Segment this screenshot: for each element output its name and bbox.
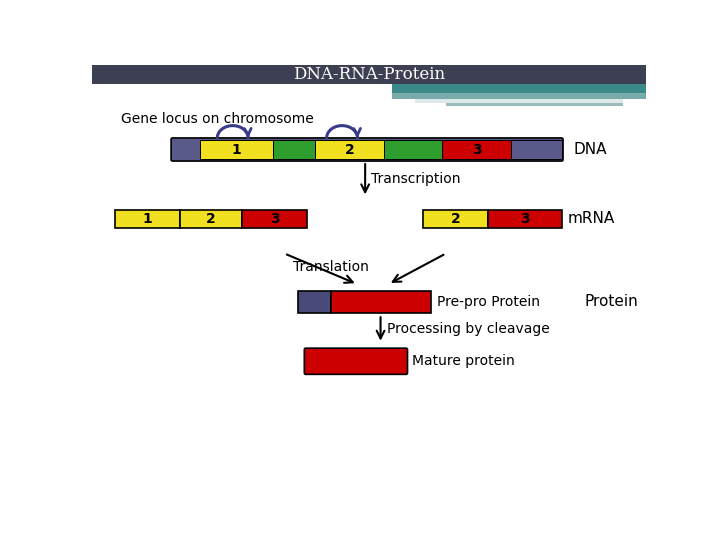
FancyBboxPatch shape — [298, 291, 330, 313]
FancyBboxPatch shape — [315, 140, 384, 159]
FancyBboxPatch shape — [273, 140, 315, 159]
FancyBboxPatch shape — [180, 210, 242, 228]
FancyBboxPatch shape — [415, 99, 623, 103]
FancyBboxPatch shape — [392, 93, 647, 99]
Text: Transcription: Transcription — [372, 172, 461, 186]
Text: 2: 2 — [345, 143, 355, 157]
Text: Gene locus on chromosome: Gene locus on chromosome — [121, 112, 314, 126]
FancyBboxPatch shape — [488, 210, 562, 228]
FancyBboxPatch shape — [92, 65, 647, 84]
Text: Protein: Protein — [585, 294, 639, 309]
Text: Pre-pro Protein: Pre-pro Protein — [437, 295, 540, 309]
Text: 3: 3 — [270, 212, 279, 226]
FancyBboxPatch shape — [446, 103, 623, 106]
FancyBboxPatch shape — [199, 140, 273, 159]
Text: 2: 2 — [451, 212, 461, 226]
Text: DNA: DNA — [573, 142, 606, 157]
Text: 2: 2 — [206, 212, 216, 226]
FancyBboxPatch shape — [171, 138, 563, 161]
FancyBboxPatch shape — [384, 140, 442, 159]
Text: 1: 1 — [143, 212, 153, 226]
Text: 3: 3 — [472, 143, 482, 157]
FancyBboxPatch shape — [392, 84, 647, 93]
FancyBboxPatch shape — [330, 291, 431, 313]
Text: Mature protein: Mature protein — [412, 354, 515, 368]
Text: mRNA: mRNA — [567, 211, 615, 226]
FancyBboxPatch shape — [305, 348, 408, 374]
FancyBboxPatch shape — [242, 210, 307, 228]
Text: 3: 3 — [520, 212, 530, 226]
Text: DNA-RNA-Protein: DNA-RNA-Protein — [293, 66, 445, 83]
FancyBboxPatch shape — [115, 210, 180, 228]
Text: 1: 1 — [231, 143, 241, 157]
Text: Processing by cleavage: Processing by cleavage — [387, 322, 549, 336]
FancyBboxPatch shape — [423, 210, 488, 228]
FancyBboxPatch shape — [511, 140, 562, 159]
Text: Translation: Translation — [292, 260, 369, 274]
FancyBboxPatch shape — [442, 140, 511, 159]
